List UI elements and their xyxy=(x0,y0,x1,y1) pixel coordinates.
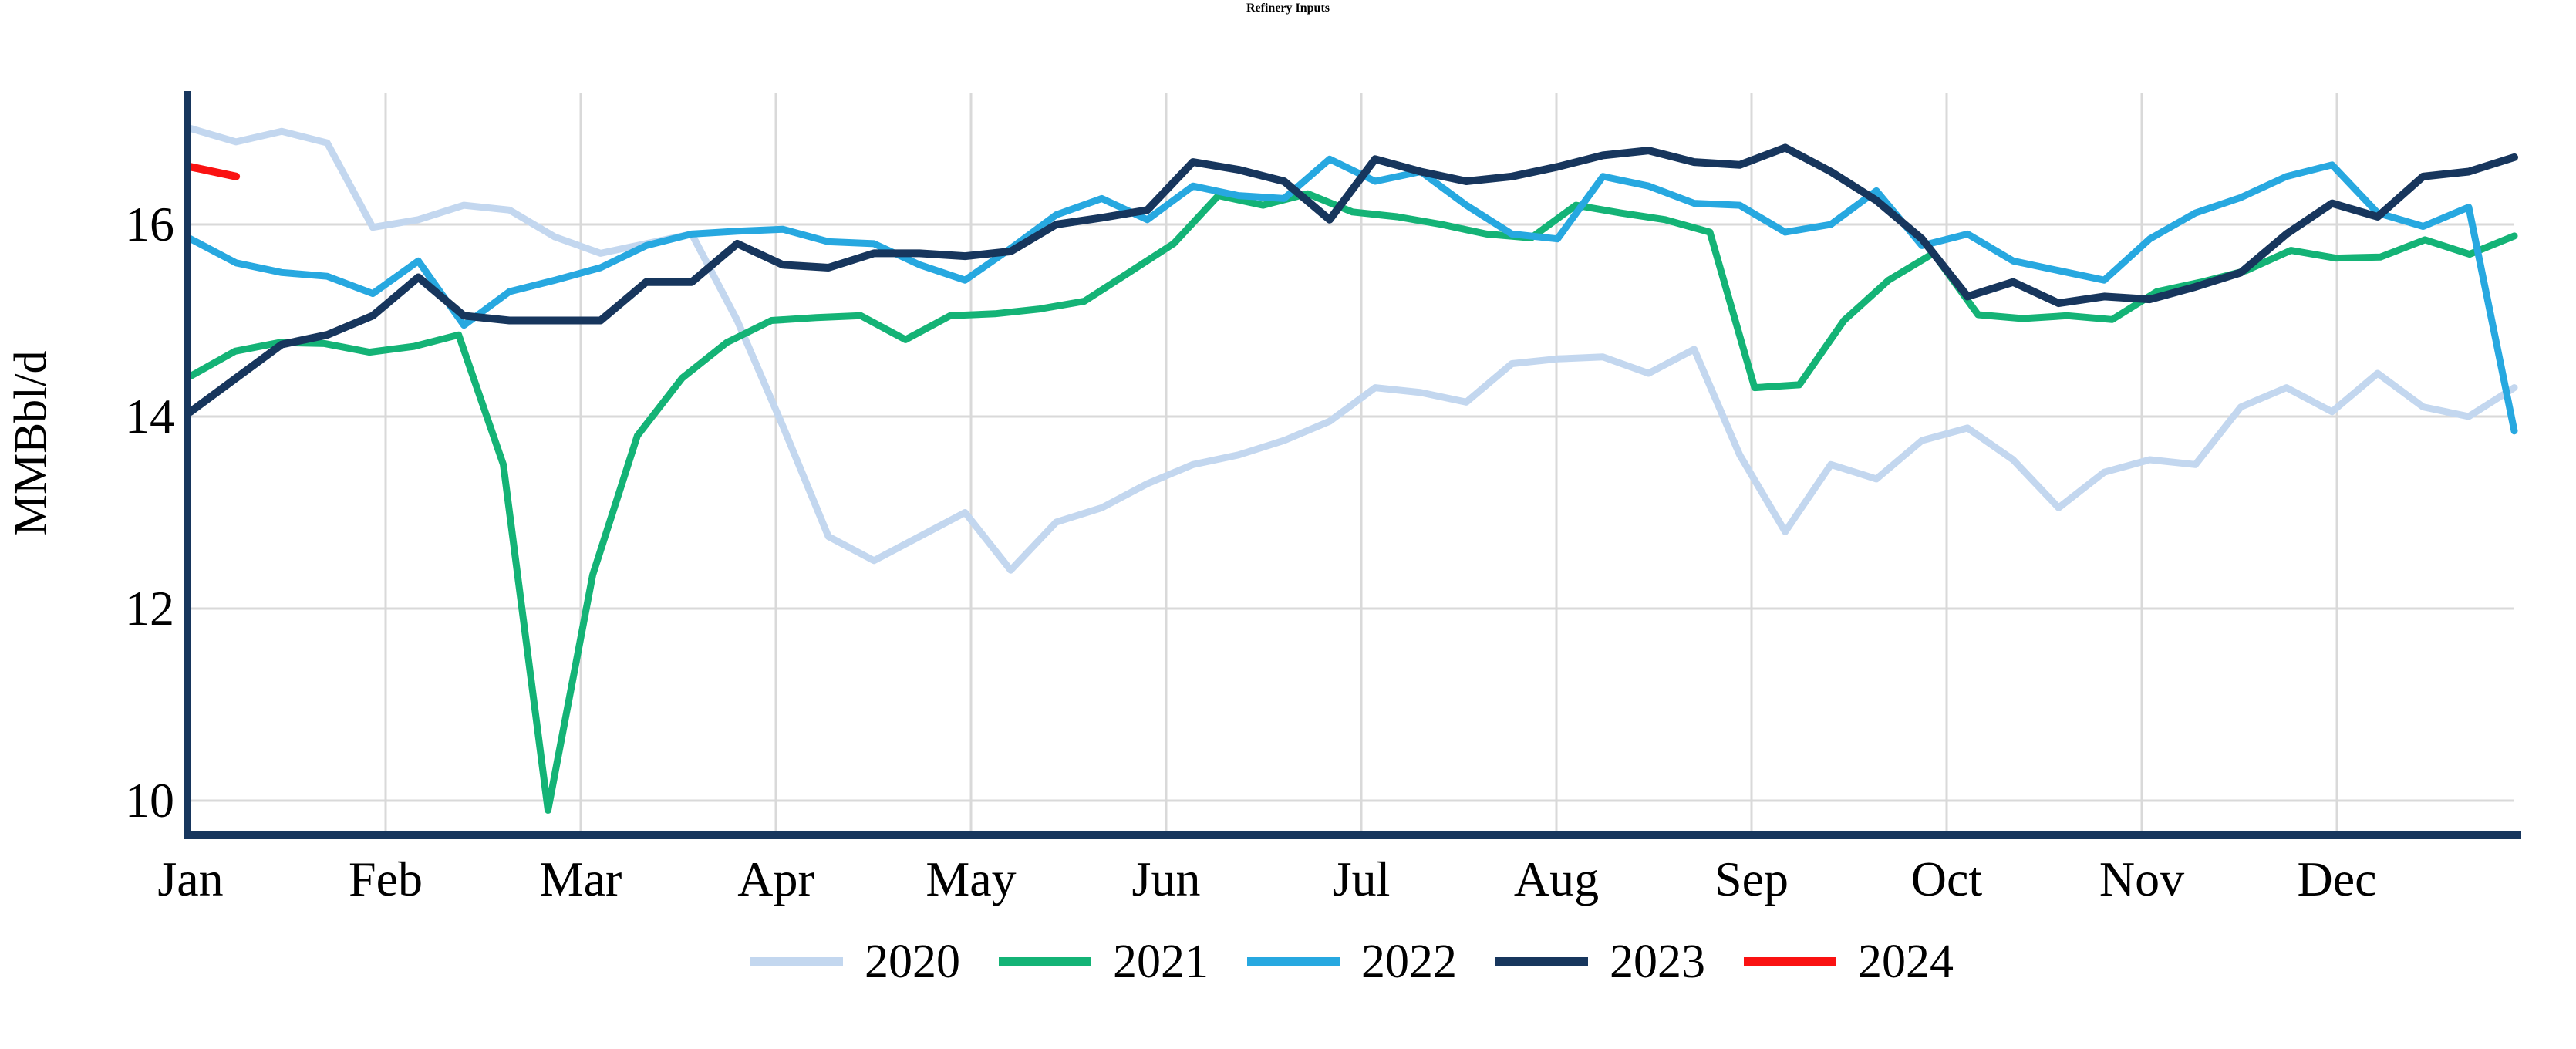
x-tick-label-dec: Dec xyxy=(2297,852,2377,906)
legend-swatch-2024 xyxy=(1744,957,1836,966)
x-tick-label-jun: Jun xyxy=(1131,852,1201,906)
x-tick-label-mar: Mar xyxy=(539,852,622,906)
x-tick-label-nov: Nov xyxy=(2099,852,2185,906)
legend-item-2023: 2023 xyxy=(1495,935,1705,989)
chart-title: Refinery Inputs xyxy=(1246,2,1330,15)
x-tick-label-may: May xyxy=(926,852,1017,906)
legend-item-2022: 2022 xyxy=(1247,935,1457,989)
y-tick-label-10: 10 xyxy=(125,773,174,828)
y-tick-label-12: 12 xyxy=(125,581,174,636)
legend-item-2024: 2024 xyxy=(1744,935,1954,989)
legend-swatch-2022 xyxy=(1247,957,1340,966)
legend-label-2024: 2024 xyxy=(1858,936,1954,988)
y-tick-label-16: 16 xyxy=(125,197,174,251)
legend-swatch-2021 xyxy=(999,957,1091,966)
legend-label-2022: 2022 xyxy=(1361,936,1457,988)
x-tick-label-apr: Apr xyxy=(737,852,814,906)
x-tick-label-sep: Sep xyxy=(1715,852,1789,906)
legend-label-2023: 2023 xyxy=(1610,936,1705,988)
x-tick-label-jul: Jul xyxy=(1332,852,1391,906)
series-line-2021 xyxy=(187,190,2518,814)
legend-label-2021: 2021 xyxy=(1113,936,1209,988)
x-tick-label-jan: Jan xyxy=(157,852,224,906)
y-axis-spine xyxy=(184,91,191,839)
y-tick-label-14: 14 xyxy=(125,389,174,444)
x-tick-label-aug: Aug xyxy=(1513,852,1600,906)
legend-item-2020: 2020 xyxy=(750,935,960,989)
legend-item-2021: 2021 xyxy=(999,935,1209,989)
y-axis-title: MMBbl/d xyxy=(5,350,56,536)
legend-swatch-2020 xyxy=(750,957,843,966)
x-tick-label-feb: Feb xyxy=(349,852,423,906)
x-axis-spine xyxy=(184,831,2521,839)
x-tick-label-oct: Oct xyxy=(1910,852,1983,906)
legend: 2020 2021 2022 2023 2024 xyxy=(750,935,1954,989)
series-line-2020 xyxy=(187,125,2518,574)
series-line-2022 xyxy=(187,155,2518,435)
legend-swatch-2023 xyxy=(1495,957,1588,966)
series-line-2024 xyxy=(187,163,241,180)
series-line-2023 xyxy=(187,143,2518,416)
legend-label-2020: 2020 xyxy=(865,936,960,988)
